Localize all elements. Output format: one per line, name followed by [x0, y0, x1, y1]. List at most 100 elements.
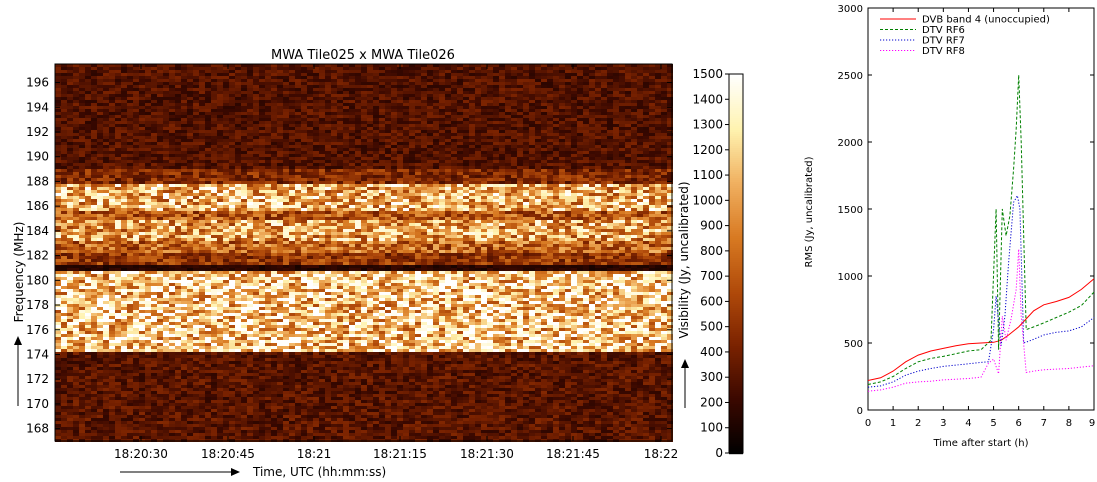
heat-cell [133, 79, 139, 82]
heat-cell [475, 205, 481, 208]
heat-cell [265, 145, 271, 148]
heat-cell [361, 67, 367, 70]
heat-cell [469, 73, 475, 76]
heat-cell [79, 184, 85, 187]
heat-cell [217, 187, 223, 190]
heat-cell [199, 94, 205, 97]
heat-cell [571, 190, 577, 193]
heat-cell [409, 97, 415, 100]
heat-cell [259, 190, 265, 193]
heat-cell [469, 118, 475, 121]
heat-cell [667, 94, 673, 97]
heat-cell [409, 160, 415, 163]
heat-cell [55, 124, 61, 127]
heat-cell [661, 154, 667, 157]
heat-cell [463, 181, 469, 184]
heat-cell [121, 154, 127, 157]
heat-cell [169, 148, 175, 151]
heat-cell [241, 178, 247, 181]
heat-cell [655, 82, 661, 85]
heat-cell [373, 148, 379, 151]
heat-cell [361, 199, 367, 202]
heat-cell [133, 190, 139, 193]
heat-cell [613, 190, 619, 193]
heat-cell [343, 100, 349, 103]
heat-cell [301, 106, 307, 109]
heat-cell [565, 121, 571, 124]
heat-cell [415, 175, 421, 178]
heat-cell [355, 88, 361, 91]
heat-cell [259, 112, 265, 115]
heat-cell [325, 163, 331, 166]
heat-cell [97, 88, 103, 91]
heat-cell [103, 142, 109, 145]
heat-cell [337, 115, 343, 118]
heat-cell [157, 148, 163, 151]
heat-cell [595, 85, 601, 88]
heat-cell [91, 91, 97, 94]
heat-cell [481, 196, 487, 199]
heat-cell [289, 172, 295, 175]
heat-cell [439, 187, 445, 190]
heat-cell [649, 64, 655, 67]
heat-cell [559, 148, 565, 151]
heat-cell [625, 172, 631, 175]
heat-cell [163, 73, 169, 76]
heat-cell [265, 97, 271, 100]
heat-cell [223, 64, 229, 67]
heat-cell [667, 187, 673, 190]
heat-cell [169, 157, 175, 160]
heat-cell [271, 196, 277, 199]
heat-cell [151, 139, 157, 142]
heat-cell [217, 163, 223, 166]
heat-cell [523, 103, 529, 106]
heat-cell [109, 199, 115, 202]
heat-cell [517, 118, 523, 121]
heat-cell [649, 73, 655, 76]
heat-cell [151, 202, 157, 205]
heat-cell [523, 160, 529, 163]
heat-cell [379, 121, 385, 124]
heat-cell [271, 208, 277, 211]
heat-cell [421, 97, 427, 100]
heat-cell [325, 97, 331, 100]
heat-cell [253, 91, 259, 94]
heat-cell [355, 193, 361, 196]
heat-cell [355, 169, 361, 172]
heat-cell [391, 199, 397, 202]
heat-cell [553, 64, 559, 67]
heat-cell [91, 187, 97, 190]
heat-cell [595, 73, 601, 76]
heat-cell [289, 130, 295, 133]
heat-cell [313, 76, 319, 79]
heat-cell [295, 82, 301, 85]
heat-cell [523, 169, 529, 172]
heat-cell [583, 190, 589, 193]
heat-cell [175, 100, 181, 103]
heat-cell [379, 70, 385, 73]
heat-cell [379, 169, 385, 172]
heat-cell [595, 187, 601, 190]
heat-cell [319, 187, 325, 190]
heat-cell [565, 136, 571, 139]
heat-cell [427, 88, 433, 91]
heat-cell [583, 151, 589, 154]
heat-cell [145, 166, 151, 169]
heat-cell [505, 109, 511, 112]
heat-cell [505, 67, 511, 70]
heat-cell [223, 118, 229, 121]
heat-cell [397, 184, 403, 187]
heat-cell [451, 67, 457, 70]
heat-cell [589, 181, 595, 184]
heat-cell [547, 64, 553, 67]
heat-cell [91, 136, 97, 139]
heat-cell [505, 100, 511, 103]
heat-cell [355, 100, 361, 103]
heat-cell [439, 190, 445, 193]
heat-cell [79, 178, 85, 181]
heat-cell [463, 91, 469, 94]
heat-cell [253, 205, 259, 208]
heat-cell [121, 178, 127, 181]
heat-cell [373, 181, 379, 184]
heat-cell [343, 190, 349, 193]
